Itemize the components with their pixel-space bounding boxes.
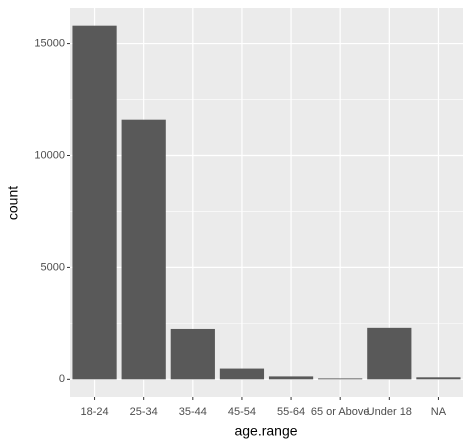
x-tick-label: 55-64 [277, 406, 305, 418]
y-axis-title: count [5, 186, 21, 220]
bars [72, 25, 461, 380]
bar [121, 119, 166, 380]
bar [416, 377, 461, 380]
y-tick-label: 15000 [34, 37, 65, 49]
x-tick-label: 45-54 [228, 406, 256, 418]
x-tick-label: Under 18 [367, 406, 412, 418]
bar [219, 368, 265, 380]
x-tick-label: 18-24 [80, 406, 108, 418]
x-tick-label: 25-34 [130, 406, 158, 418]
x-tick-label: 65 or Above [311, 406, 370, 418]
x-tick-label: NA [431, 406, 447, 418]
y-tick-label: 0 [59, 373, 65, 385]
bar [72, 25, 117, 380]
bar [367, 327, 412, 380]
bar [268, 376, 314, 380]
y-tick-label: 5000 [41, 261, 65, 273]
x-tick-label: 35-44 [179, 406, 207, 418]
y-tick-label: 10000 [34, 149, 65, 161]
bar [170, 328, 215, 380]
x-axis-title: age.range [234, 423, 297, 439]
bar [318, 378, 363, 380]
